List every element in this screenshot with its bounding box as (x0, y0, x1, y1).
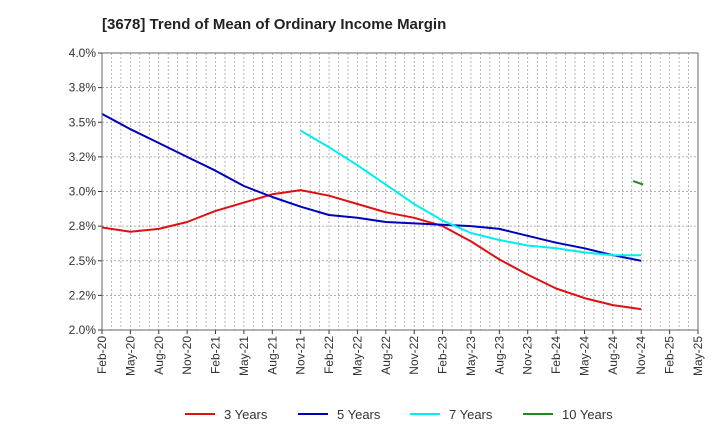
x-tick-label: Feb-21 (209, 336, 223, 374)
x-tick-label: Aug-20 (152, 336, 166, 375)
x-tick-label: Aug-22 (379, 336, 393, 375)
x-tick-label: May-25 (691, 336, 705, 376)
plot-frame (101, 52, 699, 331)
x-tick-label: Feb-23 (436, 336, 450, 374)
x-tick-label: Feb-25 (663, 336, 677, 374)
y-tick-label: 2.2% (69, 288, 97, 302)
y-tick-label: 3.0% (69, 185, 97, 199)
series-line-3-years (101, 189, 642, 311)
series-line-5-years (101, 113, 642, 262)
y-tick-label: 3.8% (69, 81, 97, 95)
x-tick-label: Feb-22 (322, 336, 336, 374)
x-tick-label: Aug-23 (492, 336, 506, 375)
x-tick-label: May-24 (577, 336, 591, 376)
legend-label: 3 Years (224, 407, 268, 422)
x-tick-label: Nov-23 (521, 336, 535, 375)
y-tick-label: 4.0% (69, 46, 97, 60)
y-tick-label: 3.5% (69, 115, 97, 129)
y-tick-label: 2.8% (69, 219, 97, 233)
legend-label: 7 Years (449, 407, 493, 422)
legend-layer: 3 Years 5 Years 7 Years 10 Years (185, 407, 613, 422)
y-tick-label: 2.0% (69, 323, 97, 337)
x-tick-label: May-20 (123, 336, 137, 376)
x-tick-label: Aug-21 (265, 336, 279, 375)
x-tick-label: Nov-20 (180, 336, 194, 375)
x-tick-label: May-21 (237, 336, 251, 376)
x-tick-label: Feb-24 (549, 336, 563, 374)
x-tick-label: May-23 (464, 336, 478, 376)
grid-layer (101, 52, 699, 331)
x-tick-label: Nov-21 (294, 336, 308, 375)
series-line-10-years (632, 180, 644, 186)
y-tick-label: 2.5% (69, 254, 97, 268)
x-tick-label: Nov-24 (634, 336, 648, 375)
x-tick-label: Aug-24 (606, 336, 620, 375)
x-tick-label: Feb-20 (95, 336, 109, 374)
x-tick-label: Nov-22 (407, 336, 421, 375)
x-tick-label: May-22 (350, 336, 364, 376)
series-layer (101, 113, 644, 311)
series-line-7-years (300, 129, 642, 257)
legend-label: 10 Years (562, 407, 613, 422)
y-tick-label: 3.2% (69, 150, 97, 164)
chart-title: [3678] Trend of Mean of Ordinary Income … (102, 16, 447, 33)
legend-label: 5 Years (337, 407, 381, 422)
axis-layer: 2.0% 2.2% 2.5% 2.8% 3.0% 3.2% 3.5% 3.8% 4.0% Feb-… (69, 46, 705, 376)
